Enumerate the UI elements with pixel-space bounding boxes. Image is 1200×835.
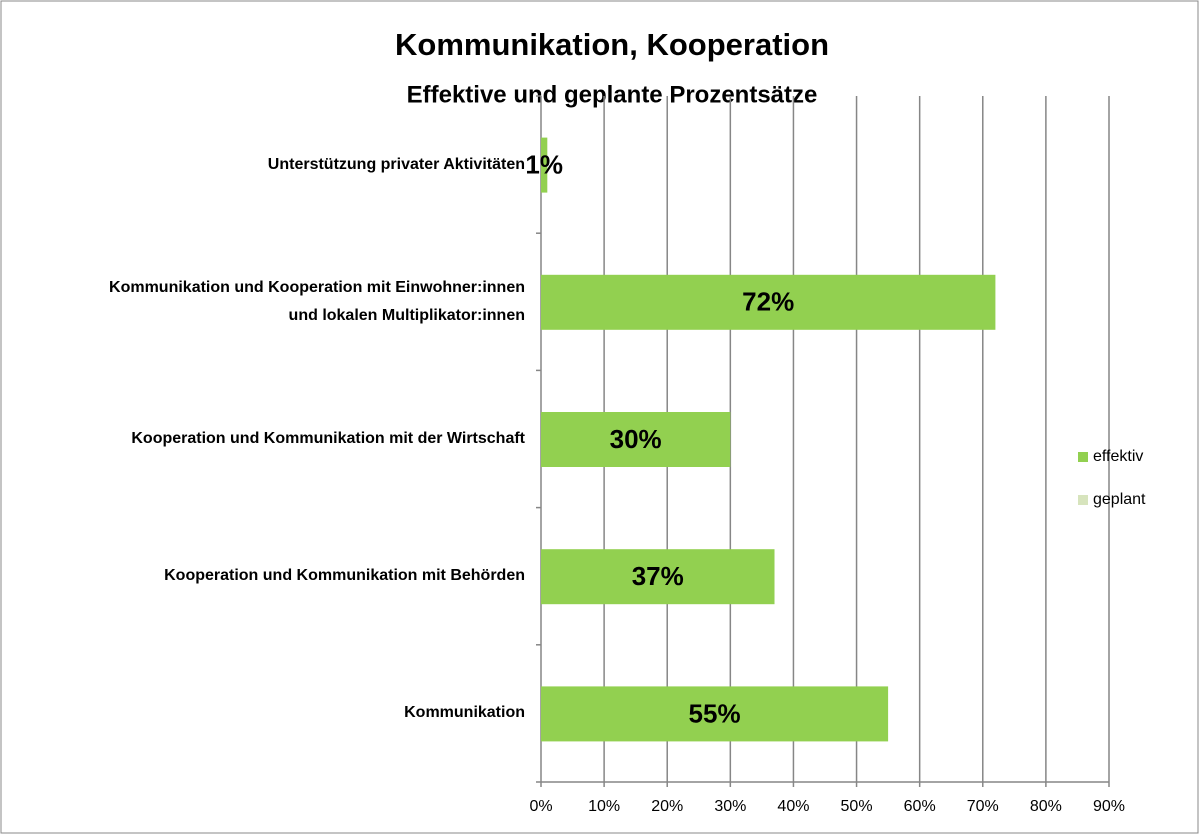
x-tick-label: 60% xyxy=(904,798,936,815)
x-tick-label: 20% xyxy=(651,798,683,815)
data-label: 30% xyxy=(610,424,662,454)
bar xyxy=(541,412,731,467)
x-tick-label: 30% xyxy=(714,798,746,815)
legend-label: geplant xyxy=(1093,491,1146,508)
chart-title: Kommunikation, Kooperation xyxy=(395,27,829,62)
x-tick-label: 80% xyxy=(1030,798,1062,815)
x-tick-label: 0% xyxy=(529,798,552,815)
x-tick-label: 90% xyxy=(1093,798,1125,815)
y-tick-label: Kommunikation xyxy=(404,704,525,722)
y-tick-label: Kooperation und Kommunikation mit der Wi… xyxy=(131,430,525,447)
bar xyxy=(541,274,996,330)
y-tick-label: Kooperation und Kommunikation mit Behörd… xyxy=(164,567,525,585)
y-tick-label: Unterstützung privater Aktivitäten xyxy=(267,155,525,173)
x-tick-label: 50% xyxy=(841,798,873,815)
data-label: 72% xyxy=(742,287,794,317)
data-label: 55% xyxy=(689,698,741,728)
bar xyxy=(541,549,775,605)
legend-label: effektiv xyxy=(1093,448,1143,465)
legend-swatch xyxy=(1078,452,1088,462)
data-label: 37% xyxy=(632,561,684,591)
bar xyxy=(541,686,889,742)
x-tick-label: 10% xyxy=(588,798,620,815)
data-label: 1% xyxy=(525,149,563,179)
bar xyxy=(541,137,548,193)
legend-swatch xyxy=(1078,495,1088,505)
x-tick-label: 40% xyxy=(777,798,809,815)
chart-subtitle: Effektive und geplante Prozentsätze xyxy=(407,81,818,108)
x-tick-label: 70% xyxy=(967,798,999,815)
y-tick-label: Kommunikation und Kooperation mit Einwoh… xyxy=(109,278,525,324)
